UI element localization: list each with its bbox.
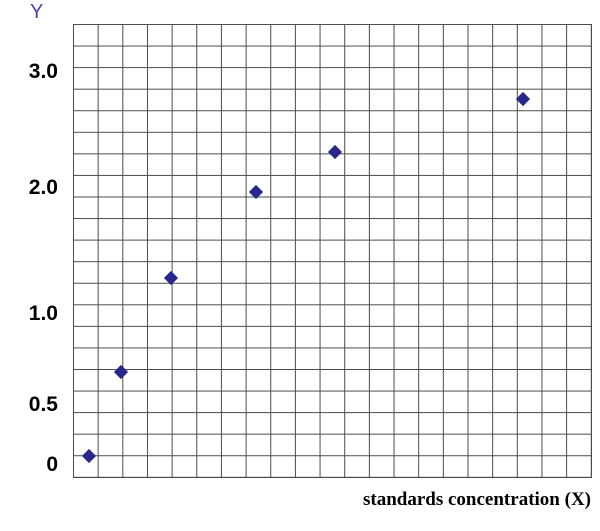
data-point-diamond: [515, 91, 531, 107]
y-tick-label: 0: [46, 453, 58, 476]
data-point-diamond: [327, 144, 343, 160]
data-point-diamond: [163, 270, 179, 286]
data-point-diamond: [113, 364, 129, 380]
x-axis-title: standards concentration (X): [363, 489, 591, 510]
y-tick-label: 2.0: [28, 176, 58, 199]
y-tick-label: 3.0: [28, 60, 58, 83]
data-point-diamond: [248, 184, 264, 200]
y-axis-tick-labels: 3.0 2.0 1.0 0.5 0: [12, 0, 58, 531]
plot-area: [73, 24, 592, 478]
y-axis-title: Y: [30, 1, 44, 23]
data-point-diamond: [81, 448, 97, 464]
y-tick-label: 1.0: [28, 302, 58, 325]
y-tick-label: 0.5: [28, 393, 58, 416]
